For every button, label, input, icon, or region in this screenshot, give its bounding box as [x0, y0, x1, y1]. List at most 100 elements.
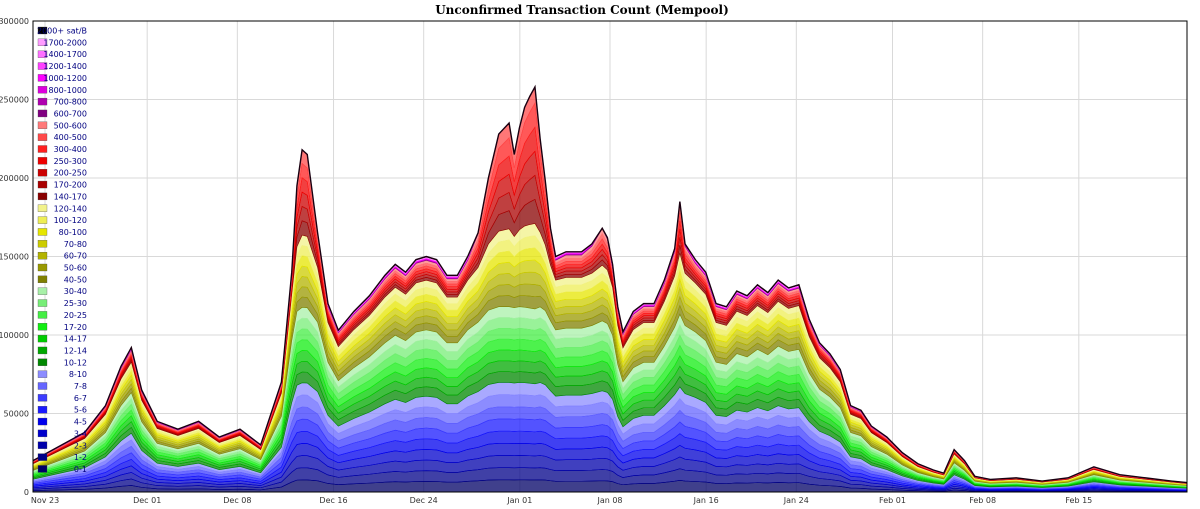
legend-label: 140-170: [54, 192, 87, 201]
legend-swatch: [37, 263, 48, 272]
legend-label: 12-14: [64, 346, 87, 355]
legend-swatch: [37, 38, 48, 46]
legend-swatch: [37, 394, 48, 402]
legend-swatch: [37, 97, 48, 106]
legend-swatch: [37, 86, 48, 94]
legend-label: 800-1000: [48, 86, 87, 95]
legend-swatch: [37, 121, 48, 129]
legend-label: 6-7: [74, 394, 87, 403]
legend-swatch: [37, 216, 48, 224]
legend-swatch: [37, 465, 48, 473]
legend-label: 300-400: [54, 145, 87, 154]
legend-label: 400-500: [54, 133, 87, 142]
x-tick-label: Jan 24: [783, 496, 809, 505]
y-tick-label: 150000: [0, 253, 29, 262]
legend-label: 1000-1200: [43, 74, 87, 83]
x-tick-label: Feb 08: [969, 496, 996, 505]
x-tick-label: Feb 01: [879, 496, 906, 505]
legend-label: 500-600: [54, 121, 87, 130]
legend-label: 700-800: [54, 98, 87, 107]
legend-label: 1-2: [74, 453, 87, 462]
legend-label: 17-20: [64, 323, 87, 332]
legend-swatch: [37, 240, 48, 248]
legend-swatch: [37, 429, 48, 438]
legend-label: 0-1: [74, 465, 87, 474]
legend-label: 1200-1400: [43, 62, 87, 71]
legend-swatch: [37, 311, 48, 319]
legend-label: 40-50: [64, 275, 87, 284]
legend-label: 10-12: [64, 358, 87, 367]
legend-swatch: [37, 62, 48, 70]
legend-swatch: [37, 133, 48, 141]
legend-swatch: [37, 334, 48, 343]
legend-swatch: [37, 358, 48, 366]
chart-title: Unconfirmed Transaction Count (Mempool): [435, 3, 729, 17]
legend-swatch: [37, 180, 48, 189]
legend-swatch: [37, 50, 48, 58]
legend-swatch: [37, 287, 48, 295]
legend-label: 200-250: [54, 169, 87, 178]
y-tick-label: 0: [24, 488, 29, 497]
legend-label: 20-25: [64, 311, 87, 320]
legend-swatch: [37, 323, 48, 331]
x-tick-label: Jan 16: [693, 496, 719, 505]
legend-label: 50-60: [64, 264, 87, 273]
y-tick-label: 250000: [0, 96, 29, 105]
legend-label: 100-120: [54, 216, 87, 225]
legend-label: 1700-2000: [43, 38, 87, 47]
legend-label: 120-140: [54, 204, 87, 213]
legend-swatch: [37, 441, 48, 449]
legend-swatch: [37, 453, 48, 461]
x-tick-label: Dec 24: [410, 496, 438, 505]
x-tick-label: Dec 16: [319, 496, 347, 505]
legend-swatch: [37, 346, 48, 355]
legend-label: 600-700: [54, 109, 87, 118]
legend-swatch: [37, 382, 48, 390]
x-tick-label: Jan 08: [596, 496, 622, 505]
plot-frame: [32, 20, 1188, 493]
legend-label: 7-8: [74, 382, 87, 391]
axes: 0 50000 100000 150000 200000 250000 300000 Nov …: [0, 17, 1188, 505]
stacked-areas: [32, 84, 1188, 493]
legend-label: 2-3: [74, 441, 87, 450]
legend-label: 1400-1700: [43, 50, 87, 59]
legend-label: 70-80: [64, 240, 87, 249]
legend-label: 60-70: [64, 252, 87, 261]
legend-swatch: [37, 370, 48, 378]
legend-label: 25-30: [64, 299, 87, 308]
legend-label: 250-300: [54, 157, 87, 166]
y-tick-label: 200000: [0, 174, 29, 183]
legend-label: 80-100: [59, 228, 87, 237]
legend-label: 14-17: [64, 335, 87, 344]
legend-label: 8-10: [69, 370, 87, 379]
legend-swatch: [37, 26, 48, 35]
legend-label: 4-5: [74, 418, 87, 427]
legend-swatch: [37, 157, 48, 165]
total-outline: [32, 84, 1188, 484]
legend: 2000+ sat/B 1700-2000 1400-1700 1200-1400 10…: [37, 27, 87, 474]
x-tick-label: Jan 01: [506, 496, 532, 505]
legend-label: 170-200: [54, 181, 87, 190]
legend-swatch: [37, 228, 48, 236]
x-tick-label: Feb 15: [1065, 496, 1092, 505]
legend-swatch: [37, 275, 48, 284]
x-tick-label: Dec 08: [223, 496, 251, 505]
legend-label: 2000+ sat/B: [37, 27, 87, 36]
legend-swatch: [37, 417, 48, 426]
y-tick-label: 300000: [0, 17, 29, 26]
legend-swatch: [37, 145, 48, 153]
legend-swatch: [37, 406, 48, 414]
legend-label: 5-6: [74, 406, 87, 415]
legend-swatch: [37, 251, 48, 260]
y-tick-label: 50000: [4, 410, 29, 419]
legend-swatch: [37, 299, 48, 307]
legend-swatch: [37, 192, 48, 201]
legend-label: 3-4: [74, 429, 87, 438]
x-tick-label: Dec 01: [133, 496, 161, 505]
x-tick-label: Nov 23: [31, 496, 59, 505]
legend-swatch: [37, 204, 48, 212]
legend-swatch: [37, 109, 48, 118]
legend-swatch: [37, 74, 48, 82]
legend-label: 30-40: [64, 287, 87, 296]
